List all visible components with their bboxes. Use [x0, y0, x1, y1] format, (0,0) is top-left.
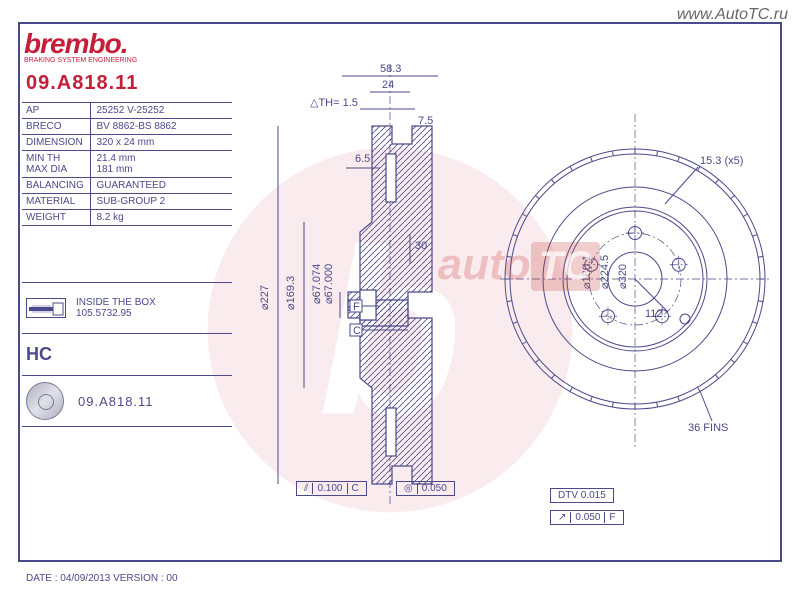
svg-text:⌀67.074: ⌀67.074 — [311, 264, 323, 304]
brand-name: brembo. — [24, 28, 224, 60]
svg-text:⌀180.1: ⌀180.1 — [581, 255, 593, 289]
date-version: DATE : 04/09/2013 VERSION : 00 — [26, 573, 178, 584]
watermark-url: www.AutoTC.ru — [677, 6, 788, 24]
table-row: BRECOBV 8862-BS 8862 — [22, 119, 232, 135]
svg-text:58.3: 58.3 — [380, 63, 401, 75]
svg-text:6.5: 6.5 — [355, 153, 370, 165]
svg-text:△TH= 1.5: △TH= 1.5 — [310, 97, 358, 109]
svg-text:C: C — [353, 325, 361, 337]
svg-text:⌀169.3: ⌀169.3 — [285, 276, 297, 310]
svg-text:7.5: 7.5 — [418, 115, 433, 127]
hc-row: HC — [22, 334, 232, 376]
spec-table: AP25252 V-25252BRECOBV 8862-BS 8862DIMEN… — [22, 102, 232, 226]
spec-label: MATERIAL — [22, 194, 90, 210]
tolerance-runout-c: ⫽0.100C — [296, 481, 367, 496]
spec-label: MIN THMAX DIA — [22, 151, 90, 178]
table-row: BALANCINGGUARANTEED — [22, 178, 232, 194]
svg-text:⌀320: ⌀320 — [617, 264, 629, 289]
spec-value: GUARANTEED — [90, 178, 232, 194]
part-number-repeat: 09.A818.11 — [78, 394, 154, 409]
spec-label: BRECO — [22, 119, 90, 135]
tolerance-runout-f: ◎0.050 — [396, 481, 455, 496]
svg-text:30: 30 — [415, 240, 427, 252]
spec-value: 320 x 24 mm — [90, 135, 232, 151]
inside-box-text: INSIDE THE BOX 105.5732.95 — [76, 297, 156, 319]
svg-text:15.3 (x5): 15.3 (x5) — [700, 155, 743, 167]
spec-value: 8.2 kg — [90, 210, 232, 226]
drawing-frame: brembo. BRAKING SYSTEM ENGINEERING 09.A8… — [18, 22, 782, 562]
svg-text:⌀227: ⌀227 — [260, 285, 271, 310]
brand-logo: brembo. BRAKING SYSTEM ENGINEERING — [24, 28, 224, 64]
disc-icon-row: 09.A818.11 — [22, 376, 232, 427]
table-row: DIMENSION320 x 24 mm — [22, 135, 232, 151]
screw-icon — [26, 298, 66, 318]
inside-box-row: INSIDE THE BOX 105.5732.95 — [22, 282, 232, 334]
cross-section-view: 58.3 24 △TH= 1.5 7.5 6.5 30 ⌀227 — [260, 54, 490, 514]
spec-value: 25252 V-25252 — [90, 103, 232, 119]
svg-text:24: 24 — [382, 79, 394, 91]
brand-tagline: BRAKING SYSTEM ENGINEERING — [24, 57, 224, 64]
part-number: 09.A818.11 — [26, 72, 138, 95]
table-row: MATERIALSUB-GROUP 2 — [22, 194, 232, 210]
front-view: 15.3 (x5) ⌀180.1 ⌀224.5 ⌀320 112 36 FINS… — [490, 109, 780, 509]
svg-text:⌀224.5: ⌀224.5 — [599, 255, 611, 289]
svg-text:⌀67.000: ⌀67.000 — [323, 264, 335, 304]
svg-text:F: F — [353, 301, 360, 313]
tolerance-dtv: DTV 0.015 — [550, 488, 614, 503]
table-row: WEIGHT8.2 kg — [22, 210, 232, 226]
spec-label: DIMENSION — [22, 135, 90, 151]
lower-info-block: INSIDE THE BOX 105.5732.95 HC 09.A818.11 — [22, 282, 232, 427]
table-row: MIN THMAX DIA21.4 mm181 mm — [22, 151, 232, 178]
svg-text:112: 112 — [645, 308, 663, 320]
table-row: AP25252 V-25252 — [22, 103, 232, 119]
spec-label: AP — [22, 103, 90, 119]
spec-value: 21.4 mm181 mm — [90, 151, 232, 178]
tolerance-runout-front: ↗0.050F — [550, 510, 624, 525]
spec-value: SUB-GROUP 2 — [90, 194, 232, 210]
disc-icon — [26, 382, 64, 420]
spec-label: BALANCING — [22, 178, 90, 194]
svg-text:36 FINS: 36 FINS — [688, 422, 728, 434]
spec-label: WEIGHT — [22, 210, 90, 226]
spec-value: BV 8862-BS 8862 — [90, 119, 232, 135]
